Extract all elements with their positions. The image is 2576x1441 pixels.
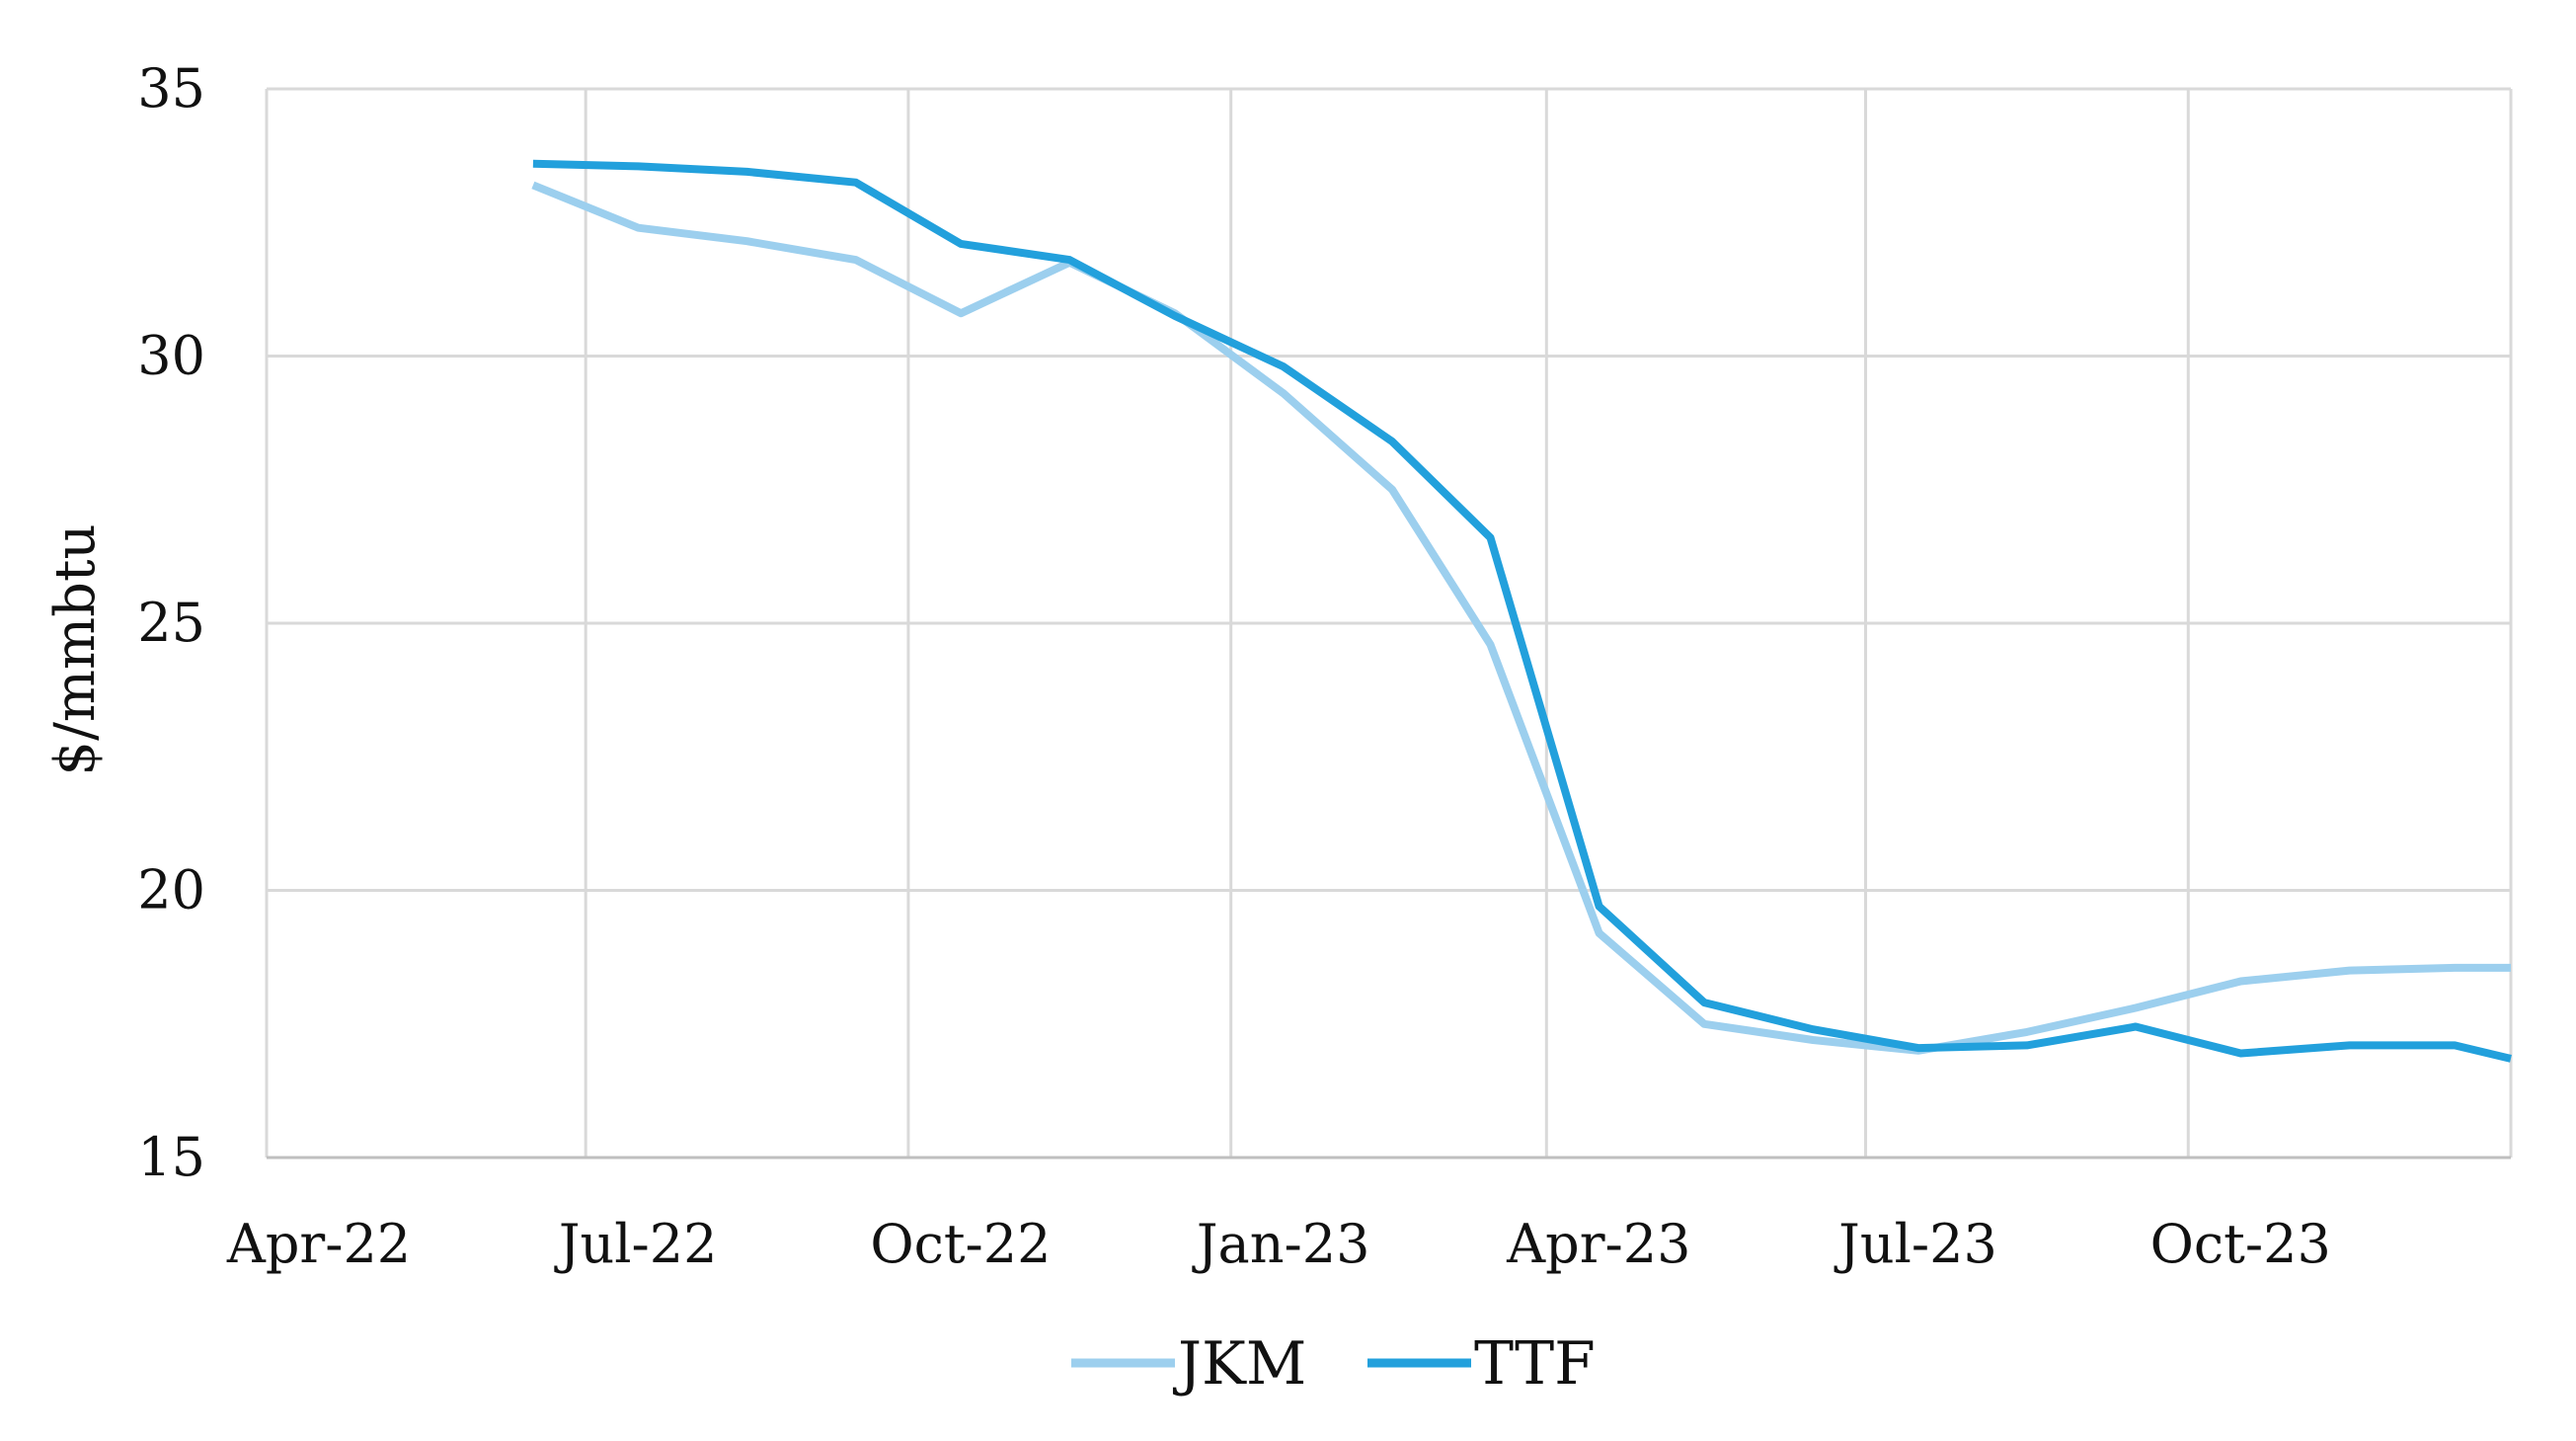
- legend-label-ttf: TTF: [1474, 1329, 1596, 1399]
- series-lines: [531, 159, 2512, 1063]
- x-tick-label: Jan-23: [1192, 1213, 1370, 1275]
- series-line-jkm: [531, 181, 2511, 1055]
- x-tick-label: Apr-22: [226, 1213, 411, 1275]
- y-tick-label: 25: [137, 592, 205, 654]
- y-tick-label: 35: [137, 57, 205, 120]
- legend: JKM TTF: [1071, 1329, 1596, 1399]
- x-tick-label: Jul-23: [1834, 1213, 1997, 1275]
- x-tick-label: Jul-22: [554, 1213, 718, 1275]
- y-tick-label: 20: [137, 859, 205, 921]
- x-tick-label: Oct-22: [870, 1213, 1051, 1275]
- y-axis-label: $/mmbtu: [43, 523, 108, 775]
- y-tick-label: 30: [137, 325, 205, 387]
- x-tick-label: Apr-23: [1506, 1213, 1690, 1275]
- axes: 15 20 25 30 35 Apr-22 Jul-22 Oct-22 Jan-23 Apr-23…: [137, 57, 2511, 1275]
- y-tick-label: 15: [137, 1126, 205, 1188]
- series-line-ttf: [532, 159, 2512, 1063]
- legend-label-jkm: JKM: [1172, 1329, 1306, 1399]
- x-tick-label: Oct-23: [2150, 1213, 2331, 1275]
